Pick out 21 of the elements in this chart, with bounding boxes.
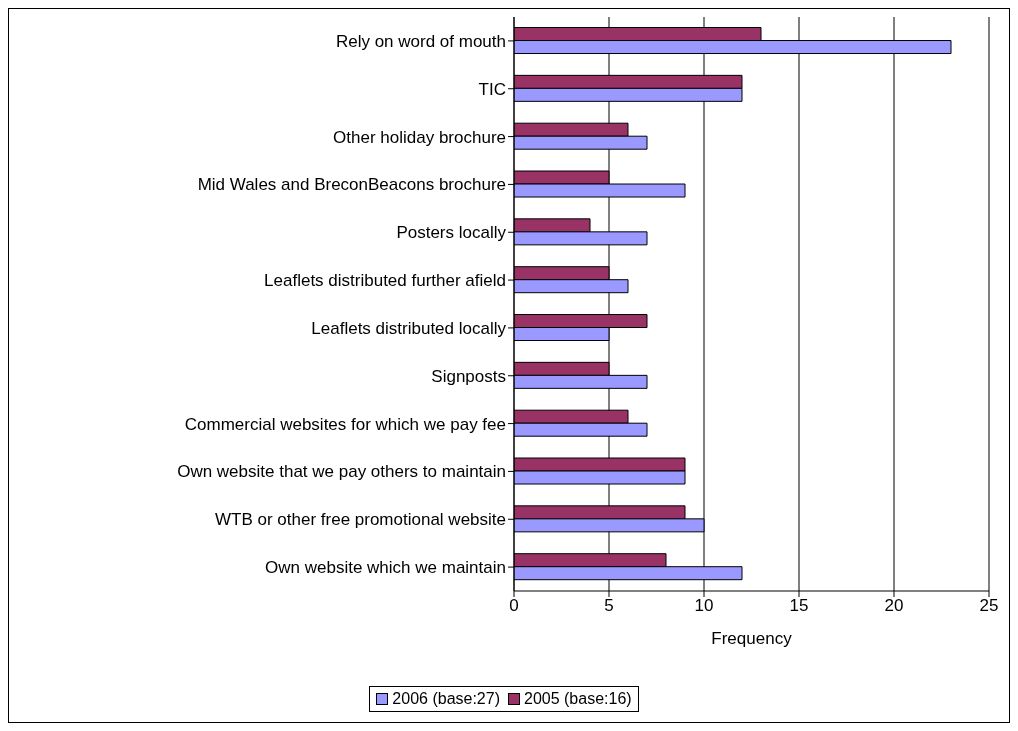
x-tick-label: 5 (604, 596, 614, 616)
y-tick-label: Commercial websites for which we pay fee (184, 414, 506, 434)
x-tick-label: 25 (979, 596, 999, 616)
x-axis-title: Frequency (711, 629, 793, 648)
y-tick-label: Other holiday brochure (333, 127, 506, 147)
x-tick-label: 20 (884, 596, 904, 616)
y-tick-label: Posters locally (396, 223, 507, 243)
y-tick-label: TIC (478, 79, 506, 99)
y-tick-label: Own website which we maintain (265, 558, 506, 578)
x-tick-label: 0 (509, 596, 519, 616)
y-tick-label: Signposts (431, 366, 506, 386)
y-tick-label: WTB or other free promotional website (214, 510, 506, 530)
y-tick-label: Rely on word of mouth (335, 31, 506, 51)
y-tick-label: Mid Wales and BreconBeacons brochure (197, 175, 506, 195)
y-tick-label: Leaflets distributed further afield (264, 271, 506, 291)
y-tick-label: Leaflets distributed locally (311, 318, 507, 338)
x-tick-label: 15 (789, 596, 809, 616)
y-tick-label: Own website that we pay others to maintain (177, 462, 506, 482)
x-tick-label: 10 (694, 596, 714, 616)
legend-label: 2005 (base:16) (523, 690, 632, 708)
legend-label: 2006 (base:27) (391, 690, 500, 708)
